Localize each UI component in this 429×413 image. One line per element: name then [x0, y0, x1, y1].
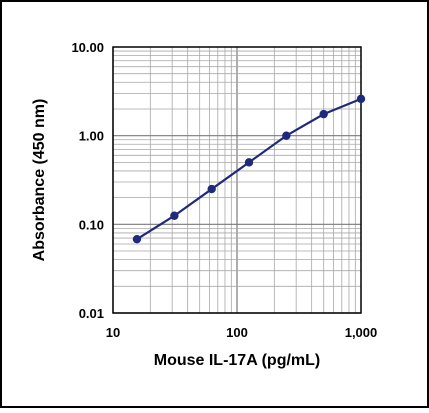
data-point: [207, 184, 216, 194]
x-tick-label: 1,000: [345, 325, 378, 340]
plot-area-border: [112, 46, 362, 314]
y-tick-label: 0.01: [79, 306, 104, 321]
data-point: [132, 234, 142, 244]
y-tick-label: 0.10: [79, 217, 104, 232]
x-tick-label: 10: [106, 325, 120, 340]
data-point: [170, 211, 179, 220]
data-point: [319, 109, 328, 119]
data-point: [356, 94, 366, 104]
gridlines: [112, 47, 361, 314]
data-point: [282, 131, 291, 140]
x-tick-label: 100: [226, 325, 248, 340]
y-axis-title: Absorbance (450 nm): [31, 99, 48, 262]
x-axis-title: Mouse IL-17A (pg/mL): [154, 352, 321, 369]
y-tick-label: 1.00: [79, 129, 104, 144]
data-point: [244, 158, 254, 167]
data-series: [132, 94, 366, 244]
tick-labels: 0.01 0.10 1.00 10.00 10 100 1,000: [71, 40, 377, 340]
y-tick-label: 10.00: [71, 40, 104, 55]
